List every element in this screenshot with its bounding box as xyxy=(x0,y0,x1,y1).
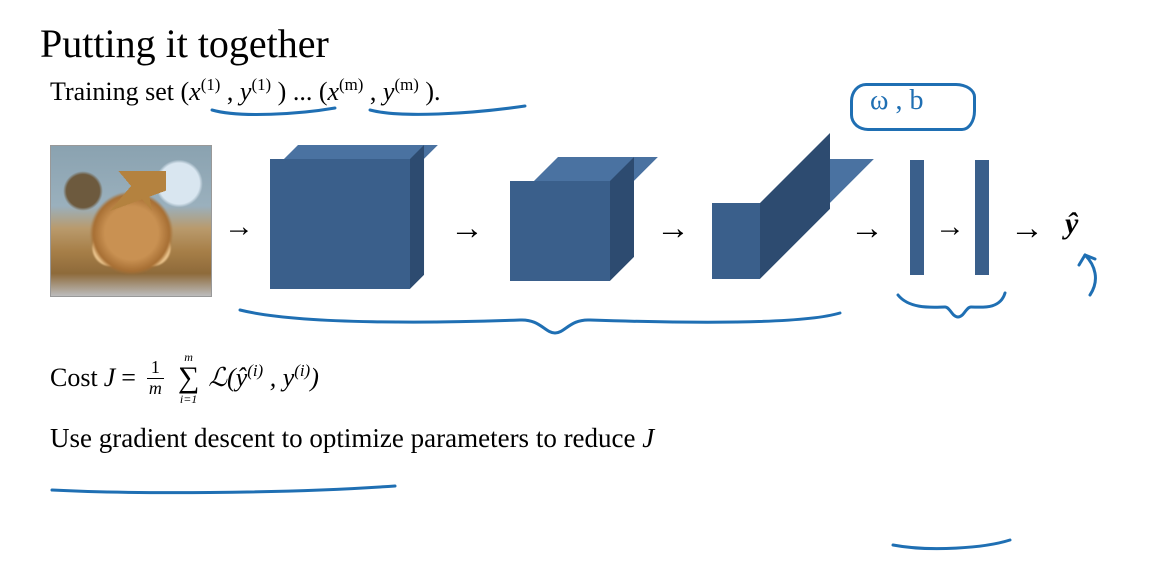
cost-comma: , xyxy=(263,363,283,392)
underline-reduce-j xyxy=(893,540,1010,549)
cost-sigma-bot: i=1 xyxy=(180,393,197,405)
arrow-6: → xyxy=(1010,210,1044,248)
close: ). xyxy=(419,77,441,106)
mid: ) ... ( xyxy=(271,77,327,106)
cost-sigma: m ∑ i=1 xyxy=(178,351,199,405)
input-image-placeholder xyxy=(50,145,212,297)
var-x1: x xyxy=(189,77,201,106)
var-ym: y xyxy=(383,77,395,106)
hand-arrow-to-yhat-head xyxy=(1079,255,1095,265)
sup-1a: (1) xyxy=(201,75,221,94)
brace-conv-stages xyxy=(240,310,840,333)
sep-1: , xyxy=(220,77,240,106)
cost-L: ℒ( xyxy=(208,363,235,392)
underline-xym xyxy=(370,106,525,114)
training-set-prefix: Training set ( xyxy=(50,77,189,106)
wb-w: ω xyxy=(870,85,888,116)
wb-comma: , xyxy=(888,85,909,116)
cost-supi-2: (i) xyxy=(294,361,310,380)
cost-formula: Cost J = 1 m m ∑ i=1 ℒ(ŷ(i) , y(i)) xyxy=(50,351,1120,405)
underline-xy1 xyxy=(212,108,335,114)
wb-b: b xyxy=(909,85,923,116)
conv-block-3-front xyxy=(712,203,760,279)
conv-block-2-top xyxy=(534,157,658,181)
output-yhat: ŷ xyxy=(1065,207,1078,241)
cost-J: J xyxy=(104,363,116,393)
cost-y: y xyxy=(283,363,295,392)
fc-layer-1 xyxy=(910,160,924,275)
cost-yhat: ŷ xyxy=(236,363,248,392)
sup-1b: (1) xyxy=(251,75,271,94)
cost-frac: 1 m xyxy=(145,358,166,399)
arrow-1: → xyxy=(224,210,254,244)
var-xm: x xyxy=(327,77,339,106)
var-y1: y xyxy=(240,77,252,106)
gd-text: Use gradient descent to optimize paramet… xyxy=(50,423,642,453)
conv-block-1-side xyxy=(410,145,424,289)
conv-block-3-side xyxy=(760,133,830,279)
cost-sigma-sym: ∑ xyxy=(178,363,199,393)
cost-eq: = xyxy=(121,363,136,393)
arrow-5: → xyxy=(935,210,965,244)
sup-mb: (m) xyxy=(394,75,418,94)
cost-frac-den: m xyxy=(145,379,166,399)
underline-cost xyxy=(52,486,395,493)
conv-block-2-front xyxy=(510,181,610,281)
slide: Putting it together Training set (x(1) ,… xyxy=(0,0,1160,562)
sup-ma: (m) xyxy=(339,75,363,94)
wb-hand-label: ω , b xyxy=(870,85,923,117)
sep-2: , xyxy=(363,77,383,106)
arrow-3: → xyxy=(656,210,690,248)
gd-J: J xyxy=(642,423,654,453)
cost-close: ) xyxy=(310,363,319,392)
cost-supi-1: (i) xyxy=(247,361,263,380)
conv-block-2-side xyxy=(610,157,634,281)
cost-frac-num: 1 xyxy=(147,358,164,379)
arrow-4: → xyxy=(850,210,884,248)
brace-fc-layers xyxy=(898,293,1005,317)
slide-title: Putting it together xyxy=(40,20,1120,67)
gradient-descent-line: Use gradient descent to optimize paramet… xyxy=(50,423,1120,454)
fc-layer-2 xyxy=(975,160,989,275)
hand-arrow-to-yhat xyxy=(1085,255,1095,295)
arrow-2: → xyxy=(450,210,484,248)
network-diagram: → → → → → → ŷ xyxy=(40,115,1120,345)
conv-block-1-front xyxy=(270,159,410,289)
cost-prefix: Cost xyxy=(50,363,98,393)
